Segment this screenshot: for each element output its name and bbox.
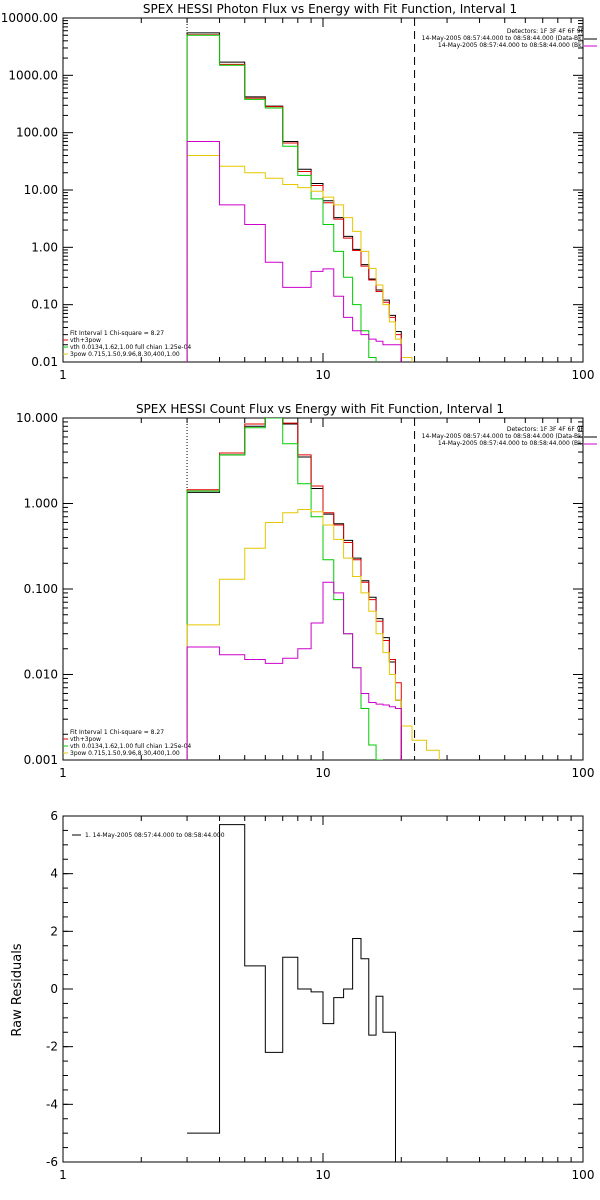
y-tick-label: 0.01 [31, 355, 58, 369]
legend-vth-3pow: vth+3pow [70, 736, 101, 743]
series-vth [186, 34, 377, 362]
y-tick-label: -6 [46, 1155, 58, 1169]
series-data [186, 32, 402, 362]
y-tick-label: 10.000 [16, 411, 58, 425]
series-data [186, 418, 402, 760]
x-tick-label: 100 [572, 1168, 595, 1182]
y-tick-label: 0.010 [24, 668, 58, 682]
detectors-label: Detectors: 1F 3F 4F 6F 9F [507, 426, 585, 433]
series-vth [186, 418, 383, 760]
x-tick-label: 100 [572, 368, 595, 382]
plot-data [186, 18, 416, 362]
x-tick-label: 10 [315, 368, 330, 382]
background-interval-label: 14-May-2005 08:57:44.000 to 08:58:44.000… [438, 42, 584, 49]
y-tick-label: 0.001 [24, 753, 58, 767]
legend-3pow: 3pow 0.715,1.50,9.96,8.30,400,1.00 [70, 351, 180, 358]
residuals-panel: Raw Residuals 1. 14-May-2005 08:57:44.00… [10, 809, 594, 1182]
x-tick-label: 10 [315, 766, 330, 780]
series-vth-3pow [186, 418, 402, 760]
plot-data [187, 824, 396, 1162]
residuals-legend-label: 1. 14-May-2005 08:57:44.000 to 08:58:44.… [85, 832, 225, 839]
y-tick-label: 10.00 [24, 183, 58, 197]
count-flux-panel: SPEX HESSI Count Flux vs Energy with Fit… [16, 402, 597, 780]
y-tick-label: 0.10 [31, 298, 58, 312]
plot-frame [62, 815, 584, 1163]
series-background [186, 141, 402, 362]
background-interval-label: 14-May-2005 08:57:44.000 to 08:58:44.000… [438, 440, 584, 447]
y-tick-label: 10000.00 [1, 11, 58, 25]
y-tick-label: 100.00 [16, 126, 58, 140]
residuals-y-axis-label: Raw Residuals [10, 943, 25, 1036]
x-tick-label: 1 [59, 1168, 67, 1182]
count-flux-title: SPEX HESSI Count Flux vs Energy with Fit… [136, 402, 504, 416]
legend-3pow: 3pow 0.715,1.50,9.96,8.30,400,1.00 [70, 750, 180, 757]
y-tick-label: 1000.00 [8, 68, 58, 82]
series-1-14-may-2005-08-57-44-000-to-08-58-44-000 [187, 824, 396, 1162]
y-tick-label: 0.100 [24, 582, 58, 596]
x-tick-label: 100 [572, 766, 595, 780]
plot-data [186, 418, 440, 760]
series-3pow [186, 154, 413, 362]
legend-vth-3pow: vth+3pow [70, 337, 101, 344]
y-tick-label: 2 [50, 924, 58, 938]
y-tick-label: 6 [50, 809, 58, 823]
y-tick-label: 4 [50, 867, 58, 881]
x-tick-label: 1 [59, 368, 67, 382]
data-interval-label: 14-May-2005 08:57:44.000 to 08:58:44.000… [422, 433, 584, 440]
y-tick-label: 1.00 [31, 240, 58, 254]
series-background [186, 581, 402, 760]
legend-fit-interval: Fit Interval 1 Chi-square = 8.27 [70, 330, 164, 337]
x-tick-label: 10 [315, 1168, 330, 1182]
series-3pow [186, 509, 440, 760]
data-interval-label: 14-May-2005 08:57:44.000 to 08:58:44.000… [422, 35, 584, 42]
series-vth-3pow [186, 34, 402, 362]
legend-vth: vth 0.0134,1.62,1.00 full chian 1.25e-04 [70, 344, 191, 351]
photon-flux-title: SPEX HESSI Photon Flux vs Energy with Fi… [143, 2, 517, 16]
legend-vth: vth 0.0134,1.62,1.00 full chian 1.25e-04 [70, 743, 191, 750]
y-tick-label: -4 [46, 1097, 58, 1111]
detectors-label: Detectors: 1F 3F 4F 6F 9F [507, 28, 585, 35]
legend-fit-interval: Fit Interval 1 Chi-square = 8.27 [70, 729, 164, 736]
x-tick-label: 1 [59, 766, 67, 780]
y-tick-label: 0 [50, 982, 58, 996]
y-tick-label: -2 [46, 1040, 58, 1054]
photon-flux-panel: SPEX HESSI Photon Flux vs Energy with Fi… [1, 2, 597, 382]
y-tick-label: 1.000 [24, 497, 58, 511]
